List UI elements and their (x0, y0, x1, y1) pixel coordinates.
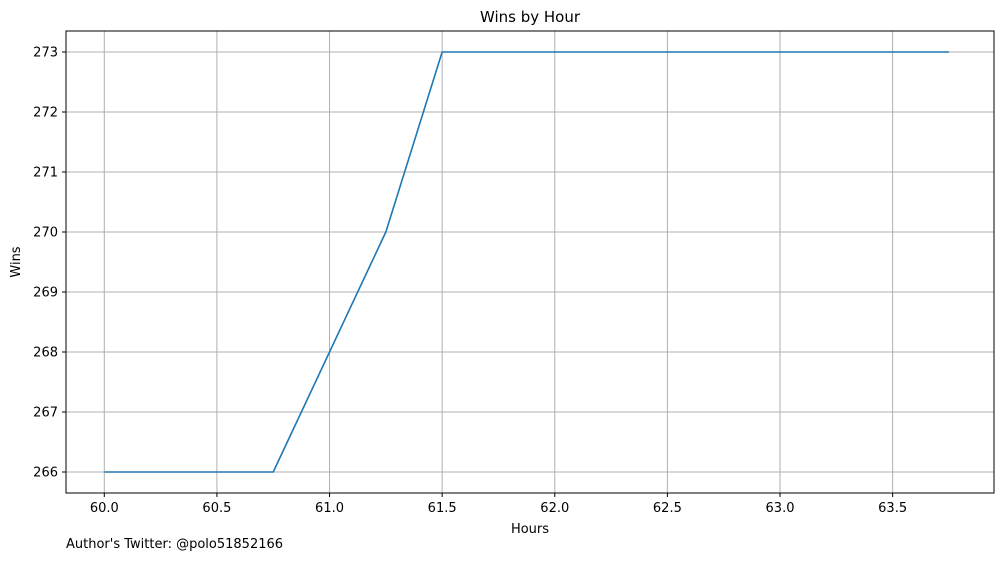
x-tick-label: 60.5 (202, 501, 231, 516)
grid-lines (66, 31, 994, 493)
y-tick-label: 273 (33, 46, 58, 61)
x-tick-label: 61.0 (315, 501, 344, 516)
y-tick-label: 266 (33, 466, 58, 481)
x-tick-label: 62.5 (653, 501, 682, 516)
author-credit: Author's Twitter: @polo51852166 (66, 537, 284, 552)
chart-title: Wins by Hour (480, 8, 581, 26)
x-tick-label: 63.0 (766, 501, 795, 516)
x-tick-label: 60.0 (90, 501, 119, 516)
y-axis: 266 267 268 269 270 271 272 273 (33, 46, 66, 481)
plot-frame (65, 30, 995, 494)
x-tick-label: 62.0 (540, 501, 569, 516)
y-axis-label: Wins (9, 246, 24, 277)
y-tick-label: 272 (33, 106, 58, 121)
x-tick-label: 61.5 (428, 501, 457, 516)
y-tick-label: 269 (33, 286, 58, 301)
y-tick-label: 267 (33, 406, 58, 421)
x-axis: 60.0 60.5 61.0 61.5 62.0 62.5 63.0 63.5 (90, 493, 907, 516)
x-axis-label: Hours (511, 522, 549, 537)
series-line (104, 51, 949, 473)
series-layer (104, 51, 949, 473)
y-tick-label: 268 (33, 346, 58, 361)
x-tick-label: 63.5 (878, 501, 907, 516)
y-tick-label: 271 (33, 166, 58, 181)
y-tick-label: 270 (33, 226, 58, 241)
